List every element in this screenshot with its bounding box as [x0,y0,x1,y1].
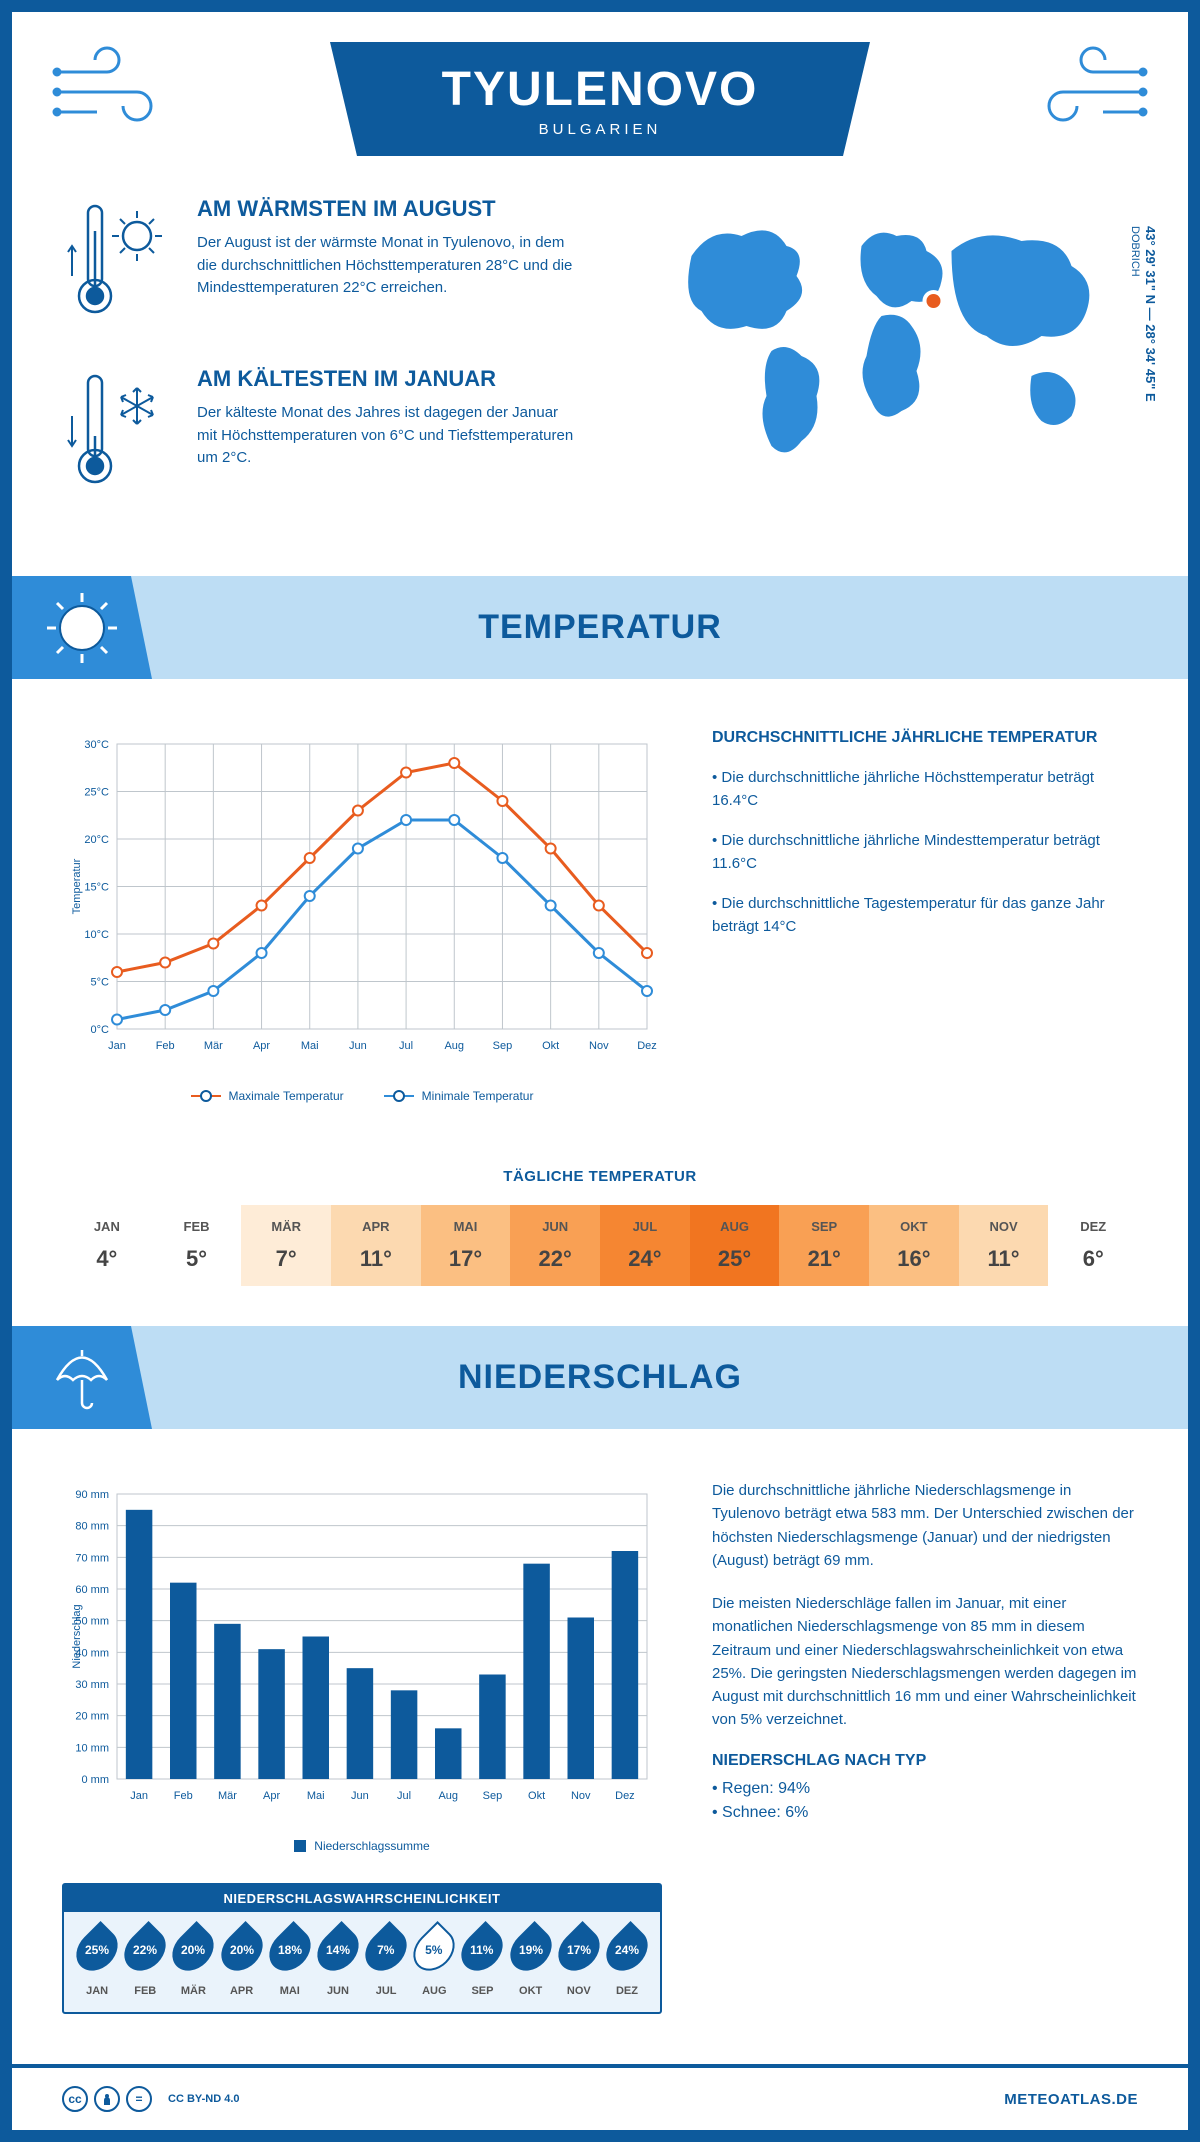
by-icon [94,2086,120,2112]
svg-text:Jul: Jul [397,1790,411,1802]
country-subtitle: BULGARIEN [410,121,790,138]
title-ribbon: TYULENOVO BULGARIEN [330,42,870,156]
svg-text:30 mm: 30 mm [75,1679,109,1691]
svg-text:Jun: Jun [349,1040,367,1052]
svg-text:10°C: 10°C [84,929,109,941]
daily-temp-heatmap: JAN4°FEB5°MÄR7°APR11°MAI17°JUN22°JUL24°A… [62,1205,1138,1286]
footer: cc = CC BY-ND 4.0 METEOATLAS.DE [12,2064,1188,2130]
coordinates: 43° 29' 31" N — 28° 34' 45" E DOBRICH [1128,226,1158,402]
svg-text:15°C: 15°C [84,882,109,894]
precipitation-banner: NIEDERSCHLAG [12,1326,1188,1429]
svg-text:Nov: Nov [571,1790,591,1802]
svg-text:Mai: Mai [307,1790,325,1802]
svg-text:0 mm: 0 mm [82,1774,110,1786]
city-title: TYULENOVO [410,62,790,117]
svg-text:70 mm: 70 mm [75,1552,109,1564]
warmest-fact: AM WÄRMSTEN IM AUGUST Der August ist der… [62,196,575,331]
svg-text:10 mm: 10 mm [75,1742,109,1754]
precipitation-chart: 0 mm10 mm20 mm30 mm40 mm50 mm60 mm70 mm8… [62,1479,662,1853]
svg-text:Niederschlag: Niederschlag [71,1604,83,1668]
page-frame: TYULENOVO BULGARIEN AM WÄRMSTEN IM AUGUS… [0,0,1200,2142]
warmest-text: Der August ist der wärmste Monat in Tyul… [197,232,575,300]
svg-text:Jun: Jun [351,1790,369,1802]
svg-text:Jul: Jul [399,1040,413,1052]
svg-text:Okt: Okt [528,1790,545,1802]
wind-icon [52,42,182,137]
site-name: METEOATLAS.DE [1004,2091,1138,2108]
temp-legend: Maximale Temperatur Minimale Temperatur [62,1089,662,1103]
coldest-title: AM KÄLTESTEN IM JANUAR [197,366,575,392]
svg-text:Jan: Jan [130,1790,148,1802]
svg-text:Apr: Apr [253,1040,270,1052]
svg-text:Sep: Sep [483,1790,503,1802]
precipitation-probability: NIEDERSCHLAGSWAHRSCHEINLICHKEIT 25%JAN22… [62,1883,662,2014]
svg-text:Mär: Mär [204,1040,223,1052]
svg-text:Nov: Nov [589,1040,609,1052]
svg-text:Dez: Dez [615,1790,635,1802]
svg-text:5°C: 5°C [91,977,110,989]
precip-legend: Niederschlagssumme [62,1839,662,1853]
coldest-fact: AM KÄLTESTEN IM JANUAR Der kälteste Mona… [62,366,575,501]
svg-text:90 mm: 90 mm [75,1489,109,1501]
warmest-title: AM WÄRMSTEN IM AUGUST [197,196,575,222]
thermometer-snow-icon [62,366,172,501]
temperature-banner: TEMPERATUR [12,576,1188,679]
svg-text:20°C: 20°C [84,834,109,846]
temperature-info: DURCHSCHNITTLICHE JÄHRLICHE TEMPERATUR •… [712,729,1138,1103]
coldest-text: Der kälteste Monat des Jahres ist dagege… [197,402,575,470]
svg-text:80 mm: 80 mm [75,1521,109,1533]
svg-text:Feb: Feb [174,1790,193,1802]
cc-icon: cc [62,2086,88,2112]
svg-text:Mär: Mär [218,1790,237,1802]
svg-text:Apr: Apr [263,1790,280,1802]
svg-text:Feb: Feb [156,1040,175,1052]
temperature-chart: 0°C 5°C 10°C 15°C 20°C 25°C 30°C Jan Feb Mär Apr Ma… [62,729,662,1103]
world-map: 43° 29' 31" N — 28° 34' 45" E DOBRICH [625,196,1138,536]
svg-text:Aug: Aug [444,1040,464,1052]
svg-text:60 mm: 60 mm [75,1584,109,1596]
daily-temp-title: TÄGLICHE TEMPERATUR [62,1168,1138,1185]
sun-icon [12,576,152,679]
svg-text:0°C: 0°C [91,1024,110,1036]
nd-icon: = [126,2086,152,2112]
svg-text:20 mm: 20 mm [75,1711,109,1723]
svg-text:Temperatur: Temperatur [71,858,83,914]
svg-text:Aug: Aug [438,1790,458,1802]
svg-text:30°C: 30°C [84,739,109,751]
header: TYULENOVO BULGARIEN [12,12,1188,176]
intro-row: AM WÄRMSTEN IM AUGUST Der August ist der… [62,196,1138,536]
thermometer-sun-icon [62,196,172,331]
license: cc = CC BY-ND 4.0 [62,2086,240,2112]
temperature-heading: TEMPERATUR [12,608,1188,647]
umbrella-icon [12,1326,152,1429]
precipitation-info: Die durchschnittliche jährliche Niedersc… [712,1479,1138,2014]
svg-text:25°C: 25°C [84,787,109,799]
svg-text:Mai: Mai [301,1040,319,1052]
wind-icon [1018,42,1148,137]
svg-text:Jan: Jan [108,1040,126,1052]
svg-text:Sep: Sep [493,1040,513,1052]
precipitation-heading: NIEDERSCHLAG [12,1358,1188,1397]
svg-text:Okt: Okt [542,1040,559,1052]
svg-text:Dez: Dez [637,1040,657,1052]
